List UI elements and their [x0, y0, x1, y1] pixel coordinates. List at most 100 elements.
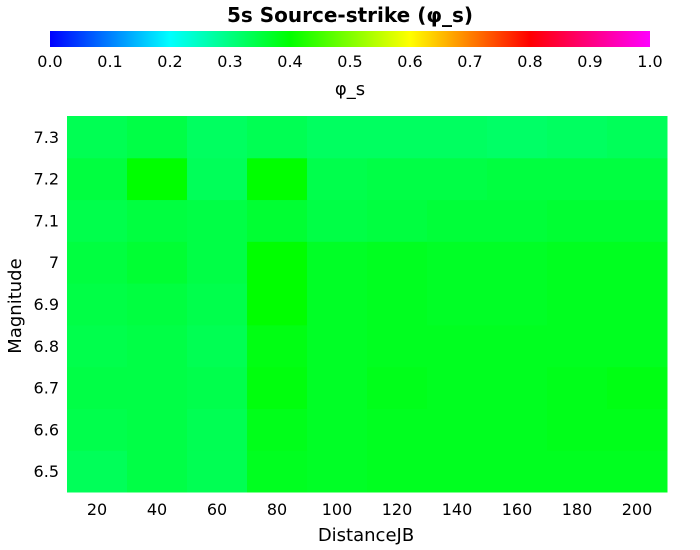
- heatmap-cell: [427, 116, 488, 159]
- heatmap-cell: [607, 116, 668, 159]
- y-tick-label: 6.5: [34, 462, 59, 481]
- heatmap-cell: [187, 283, 248, 326]
- colorbar-tick-label: 0.6: [397, 52, 422, 71]
- heatmap-cell: [427, 450, 488, 493]
- heatmap-cell: [367, 450, 428, 493]
- colorbar-tick-label: 0.4: [277, 52, 302, 71]
- heatmap-cell: [127, 241, 188, 284]
- heatmap-cell: [307, 450, 368, 493]
- colorbar-tick-label: 0.1: [97, 52, 122, 71]
- heatmap-cell: [607, 199, 668, 242]
- heatmap-cell: [67, 324, 128, 368]
- y-tick-label: 7.2: [34, 170, 59, 189]
- x-tick-label: 160: [502, 500, 533, 519]
- colorbar-tick-label: 0.7: [457, 52, 482, 71]
- heatmap-cell: [247, 157, 308, 201]
- heatmap-cell: [367, 408, 428, 451]
- heatmap-cell: [247, 283, 308, 326]
- heatmap-cell: [307, 157, 368, 201]
- colorbar-ticks: 0.0 0.1 0.2 0.3 0.4 0.5 0.6 0.7 0.8 0.9 1.0: [37, 52, 662, 71]
- heatmap-cell: [487, 116, 548, 159]
- heatmap-cell: [187, 157, 248, 201]
- heatmap-cell: [547, 366, 608, 409]
- x-tick-label: 120: [382, 500, 413, 519]
- heatmap-cell: [427, 408, 488, 451]
- colorbar-label: φ_s: [335, 79, 365, 100]
- heatmap-cell: [127, 408, 188, 451]
- heatmap-cell: [487, 408, 548, 451]
- heatmap-cell: [367, 116, 428, 159]
- x-tick-label: 100: [322, 500, 353, 519]
- colorbar-tick-label: 1.0: [637, 52, 662, 71]
- heatmap-cell: [127, 366, 188, 409]
- heatmap-cell: [547, 116, 608, 159]
- y-axis-label: Magnitude: [5, 258, 26, 353]
- x-tick-label: 80: [267, 500, 287, 519]
- heatmap-cell: [307, 408, 368, 451]
- heatmap-cells: [67, 116, 668, 493]
- heatmap-cell: [487, 324, 548, 368]
- x-tick-label: 180: [562, 500, 593, 519]
- heatmap-cell: [67, 408, 128, 451]
- heatmap-cell: [607, 408, 668, 451]
- heatmap-cell: [547, 157, 608, 201]
- heatmap-cell: [367, 366, 428, 409]
- heatmap-cell: [67, 157, 128, 201]
- y-tick-label: 6.8: [34, 337, 59, 356]
- heatmap-cell: [67, 116, 128, 159]
- heatmap-cell: [607, 283, 668, 326]
- x-axis-ticks: 20 40 60 80 100 120 140 160 180 200: [87, 500, 652, 519]
- heatmap-cell: [127, 283, 188, 326]
- heatmap-cell: [187, 324, 248, 368]
- heatmap-cell: [427, 199, 488, 242]
- heatmap-cell: [187, 366, 248, 409]
- y-tick-label: 7.1: [34, 211, 59, 230]
- colorbar-tick-label: 0.9: [577, 52, 602, 71]
- heatmap-cell: [247, 324, 308, 368]
- y-tick-label: 7: [49, 253, 59, 272]
- heatmap-cell: [127, 450, 188, 493]
- heatmap-cell: [247, 450, 308, 493]
- x-axis-label: DistanceJB: [318, 525, 414, 546]
- heatmap-cell: [67, 241, 128, 284]
- heatmap-cell: [367, 241, 428, 284]
- heatmap-cell: [247, 116, 308, 159]
- y-tick-label: 6.7: [34, 379, 59, 398]
- x-tick-label: 140: [442, 500, 473, 519]
- heatmap-cell: [427, 283, 488, 326]
- heatmap-cell: [487, 157, 548, 201]
- colorbar-tick-label: 0.0: [37, 52, 62, 71]
- heatmap-cell: [247, 408, 308, 451]
- heatmap-cell: [487, 450, 548, 493]
- y-tick-label: 6.6: [34, 420, 59, 439]
- heatmap-cell: [607, 241, 668, 284]
- heatmap-cell: [187, 199, 248, 242]
- heatmap-cell: [487, 241, 548, 284]
- heatmap-cell: [607, 366, 668, 409]
- x-tick-label: 60: [207, 500, 227, 519]
- heatmap-cell: [487, 283, 548, 326]
- heatmap-cell: [427, 324, 488, 368]
- heatmap-cell: [67, 366, 128, 409]
- heatmap-cell: [367, 157, 428, 201]
- heatmap-cell: [307, 324, 368, 368]
- heatmap-cell: [367, 199, 428, 242]
- x-tick-label: 20: [87, 500, 107, 519]
- heatmap-cell: [187, 241, 248, 284]
- heatmap-cell: [307, 283, 368, 326]
- heatmap-cell: [187, 450, 248, 493]
- chart-title: 5s Source-strike (φ_s): [227, 3, 473, 27]
- heatmap-cell: [187, 116, 248, 159]
- y-axis-ticks: 6.5 6.6 6.7 6.8 6.9 7 7.1 7.2 7.3: [34, 128, 59, 481]
- colorbar: [50, 31, 650, 47]
- y-tick-label: 7.3: [34, 128, 59, 147]
- x-tick-label: 40: [147, 500, 167, 519]
- heatmap-cell: [67, 283, 128, 326]
- heatmap-cell: [247, 241, 308, 284]
- colorbar-tick-label: 0.3: [217, 52, 242, 71]
- heatmap-cell: [127, 324, 188, 368]
- heatmap-cell: [127, 116, 188, 159]
- y-tick-label: 6.9: [34, 295, 59, 314]
- colorbar-tick-label: 0.2: [157, 52, 182, 71]
- heatmap-cell: [307, 241, 368, 284]
